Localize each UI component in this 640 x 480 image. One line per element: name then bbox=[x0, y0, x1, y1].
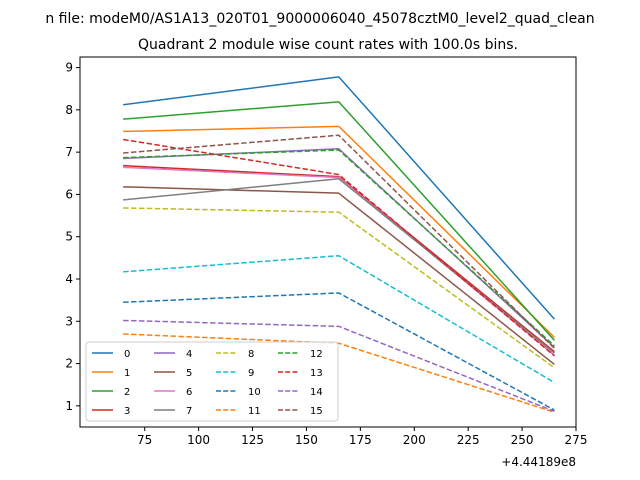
y-tick-label: 7 bbox=[65, 145, 73, 159]
y-tick-label: 9 bbox=[65, 61, 73, 75]
series-line-12 bbox=[123, 149, 555, 347]
series-lines bbox=[123, 76, 555, 413]
y-tick-label: 5 bbox=[65, 230, 73, 244]
x-axis: 75 100 125 150 175 200 225 250 275 bbox=[137, 427, 587, 447]
figure-suptitle: n file: modeM0/AS1A13_020T01_9000006040_… bbox=[45, 11, 594, 27]
y-tick-label: 6 bbox=[65, 187, 73, 201]
legend-label-0: 0 bbox=[124, 349, 130, 360]
legend-label-4: 4 bbox=[186, 349, 192, 360]
legend-label-8: 8 bbox=[248, 349, 254, 360]
legend-label-1: 1 bbox=[124, 368, 130, 379]
x-tick-label: 175 bbox=[349, 433, 372, 447]
series-line-5 bbox=[123, 186, 555, 366]
legend-label-5: 5 bbox=[186, 368, 192, 379]
x-tick-label: 150 bbox=[295, 433, 318, 447]
plot-frame bbox=[79, 56, 577, 428]
series-line-2 bbox=[123, 101, 555, 341]
legend-label-15: 15 bbox=[310, 406, 323, 417]
series-line-1 bbox=[123, 125, 555, 338]
y-tick-label: 8 bbox=[65, 103, 73, 117]
legend-label-13: 13 bbox=[310, 368, 323, 379]
legend-label-10: 10 bbox=[248, 387, 261, 398]
legend-frame bbox=[85, 341, 339, 422]
x-tick-label: 200 bbox=[403, 433, 426, 447]
series-line-10 bbox=[123, 292, 555, 411]
series-line-11 bbox=[123, 333, 555, 413]
series-line-13 bbox=[123, 138, 555, 357]
y-axis: 1 2 3 4 5 6 7 8 9 bbox=[65, 61, 80, 413]
legend-label-12: 12 bbox=[310, 349, 323, 360]
y-tick-label: 3 bbox=[65, 314, 73, 328]
x-offset-label: +4.44189e8 bbox=[501, 455, 576, 469]
x-tick-label: 250 bbox=[511, 433, 534, 447]
legend-label-11: 11 bbox=[248, 406, 261, 417]
legend-label-7: 7 bbox=[186, 406, 192, 417]
series-line-15 bbox=[123, 134, 555, 349]
series-line-0 bbox=[123, 76, 555, 320]
series-line-14 bbox=[123, 319, 555, 413]
x-tick-label: 75 bbox=[137, 433, 152, 447]
x-tick-label: 100 bbox=[187, 433, 210, 447]
series-line-8 bbox=[123, 207, 555, 369]
legend-label-3: 3 bbox=[124, 406, 130, 417]
series-line-9 bbox=[123, 254, 555, 384]
chart-title: Quadrant 2 module wise count rates with … bbox=[138, 37, 518, 53]
legend-label-6: 6 bbox=[186, 387, 192, 398]
legend-label-14: 14 bbox=[310, 387, 323, 398]
series-line-3 bbox=[123, 164, 555, 353]
y-tick-label: 4 bbox=[65, 272, 73, 286]
x-tick-label: 125 bbox=[241, 433, 264, 447]
x-tick-label: 275 bbox=[565, 433, 588, 447]
y-tick-label: 1 bbox=[65, 399, 73, 413]
y-tick-label: 2 bbox=[65, 357, 73, 371]
x-tick-label: 225 bbox=[457, 433, 480, 447]
legend-label-9: 9 bbox=[248, 368, 254, 379]
legend-label-2: 2 bbox=[124, 387, 130, 398]
